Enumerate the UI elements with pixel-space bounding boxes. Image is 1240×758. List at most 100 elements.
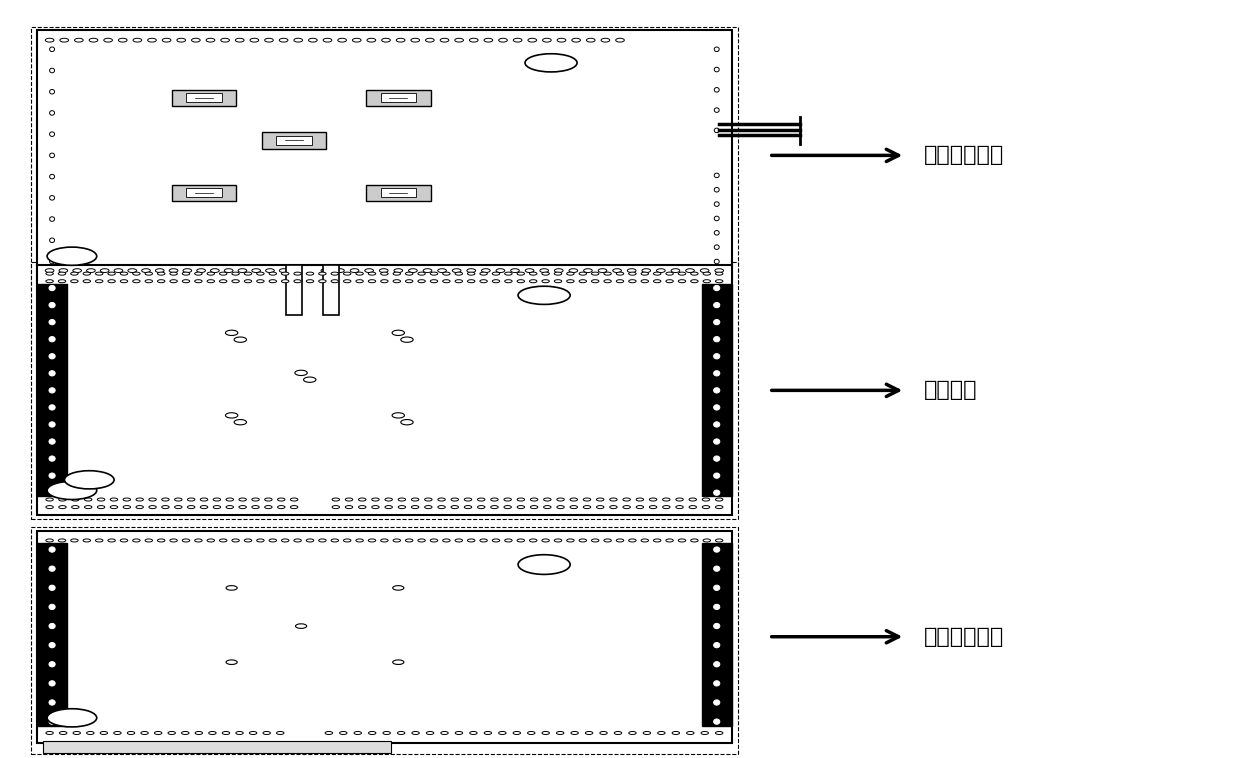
Ellipse shape [641, 539, 649, 542]
Ellipse shape [517, 280, 525, 283]
Ellipse shape [244, 539, 252, 542]
Ellipse shape [714, 700, 720, 705]
Ellipse shape [136, 506, 144, 509]
Bar [285, 265, 301, 315]
Bar [186, 93, 222, 102]
Ellipse shape [455, 39, 464, 42]
Ellipse shape [405, 280, 413, 283]
Ellipse shape [343, 539, 351, 542]
Ellipse shape [60, 269, 68, 273]
Ellipse shape [455, 272, 463, 275]
Ellipse shape [451, 506, 459, 509]
Ellipse shape [170, 280, 177, 283]
Ellipse shape [539, 269, 548, 273]
Ellipse shape [244, 280, 252, 283]
Ellipse shape [58, 280, 66, 283]
Ellipse shape [464, 506, 471, 509]
Ellipse shape [345, 498, 352, 501]
Ellipse shape [579, 280, 587, 283]
Ellipse shape [412, 498, 419, 501]
Ellipse shape [392, 412, 404, 418]
Ellipse shape [48, 719, 55, 725]
Ellipse shape [393, 539, 401, 542]
Ellipse shape [50, 238, 55, 243]
Ellipse shape [149, 506, 156, 509]
Ellipse shape [239, 498, 247, 501]
Ellipse shape [358, 506, 366, 509]
Ellipse shape [239, 506, 247, 509]
Ellipse shape [451, 498, 459, 501]
Ellipse shape [208, 731, 216, 735]
Ellipse shape [219, 280, 227, 283]
Ellipse shape [294, 280, 301, 283]
Ellipse shape [714, 173, 719, 177]
Ellipse shape [145, 272, 153, 275]
Ellipse shape [46, 272, 53, 275]
Ellipse shape [110, 506, 118, 509]
Ellipse shape [714, 566, 720, 572]
Ellipse shape [321, 269, 330, 273]
Ellipse shape [430, 280, 438, 283]
Ellipse shape [596, 498, 604, 501]
Ellipse shape [187, 498, 195, 501]
Ellipse shape [714, 681, 720, 686]
Ellipse shape [505, 280, 512, 283]
Ellipse shape [157, 539, 165, 542]
Ellipse shape [622, 498, 630, 501]
Ellipse shape [714, 230, 719, 235]
Ellipse shape [676, 498, 683, 501]
Ellipse shape [213, 506, 221, 509]
Ellipse shape [484, 39, 492, 42]
Ellipse shape [74, 39, 83, 42]
Ellipse shape [393, 586, 404, 590]
Ellipse shape [464, 498, 471, 501]
Ellipse shape [513, 39, 522, 42]
Ellipse shape [418, 539, 425, 542]
Ellipse shape [50, 89, 55, 94]
Ellipse shape [715, 498, 723, 501]
Ellipse shape [108, 280, 115, 283]
Ellipse shape [50, 153, 55, 158]
Ellipse shape [714, 187, 719, 192]
Ellipse shape [294, 272, 301, 275]
Ellipse shape [304, 377, 316, 382]
Ellipse shape [48, 337, 55, 342]
Ellipse shape [604, 539, 611, 542]
Ellipse shape [250, 39, 259, 42]
Ellipse shape [393, 280, 401, 283]
Ellipse shape [257, 280, 264, 283]
Ellipse shape [714, 47, 719, 52]
Ellipse shape [257, 539, 264, 542]
Ellipse shape [467, 269, 476, 273]
Ellipse shape [601, 39, 610, 42]
Ellipse shape [324, 39, 332, 42]
Ellipse shape [714, 128, 719, 133]
Ellipse shape [133, 280, 140, 283]
Ellipse shape [319, 280, 326, 283]
Ellipse shape [503, 498, 511, 501]
Ellipse shape [358, 498, 366, 501]
Ellipse shape [557, 498, 564, 501]
Ellipse shape [175, 506, 182, 509]
Ellipse shape [714, 202, 719, 206]
Ellipse shape [554, 272, 562, 275]
Ellipse shape [232, 272, 239, 275]
Ellipse shape [195, 280, 202, 283]
Ellipse shape [50, 68, 55, 73]
Ellipse shape [596, 506, 604, 509]
Bar [171, 185, 236, 202]
Ellipse shape [702, 498, 709, 501]
Ellipse shape [336, 269, 345, 273]
Ellipse shape [120, 272, 128, 275]
Ellipse shape [157, 280, 165, 283]
Ellipse shape [257, 272, 264, 275]
Ellipse shape [703, 272, 711, 275]
Ellipse shape [48, 353, 55, 359]
Ellipse shape [398, 498, 405, 501]
Ellipse shape [170, 539, 177, 542]
Ellipse shape [48, 700, 55, 705]
Ellipse shape [84, 498, 92, 501]
Ellipse shape [187, 506, 195, 509]
Ellipse shape [263, 731, 270, 735]
Ellipse shape [222, 731, 229, 735]
